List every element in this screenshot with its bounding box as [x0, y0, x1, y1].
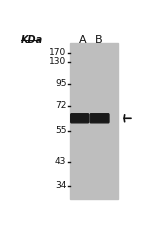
Text: 170: 170	[49, 48, 66, 57]
Text: B: B	[94, 35, 102, 45]
Text: KDa: KDa	[21, 35, 43, 45]
Text: 43: 43	[55, 157, 66, 166]
Text: 95: 95	[55, 79, 66, 88]
Text: 55: 55	[55, 126, 66, 135]
Text: 130: 130	[49, 57, 66, 67]
FancyBboxPatch shape	[90, 114, 109, 123]
Text: 72: 72	[55, 101, 66, 110]
Text: 34: 34	[55, 181, 66, 190]
FancyBboxPatch shape	[71, 114, 89, 123]
Text: A: A	[79, 35, 86, 45]
Bar	[70, 43, 118, 199]
